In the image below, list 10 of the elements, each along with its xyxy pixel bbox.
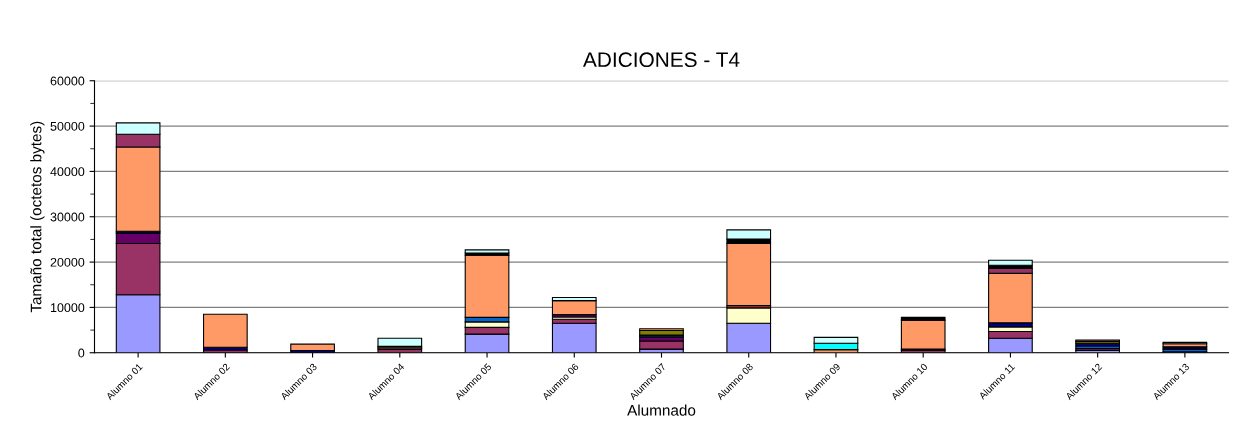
y-tick-label: 10000 xyxy=(50,303,85,313)
y-tick-label: 30000 xyxy=(50,212,85,222)
chart-title: ADICIONES - T4 xyxy=(583,52,740,68)
x-axis-title: Alumnado xyxy=(627,404,696,416)
y-tick-label: 60000 xyxy=(50,76,85,86)
y-tick-label: 0 xyxy=(78,348,85,358)
y-tick-label: 50000 xyxy=(50,121,85,131)
y-tick-label: 40000 xyxy=(50,167,85,177)
y-axis-title: Tamaño total (octetos bytes) xyxy=(30,121,45,313)
y-tick-label: 20000 xyxy=(50,257,85,267)
